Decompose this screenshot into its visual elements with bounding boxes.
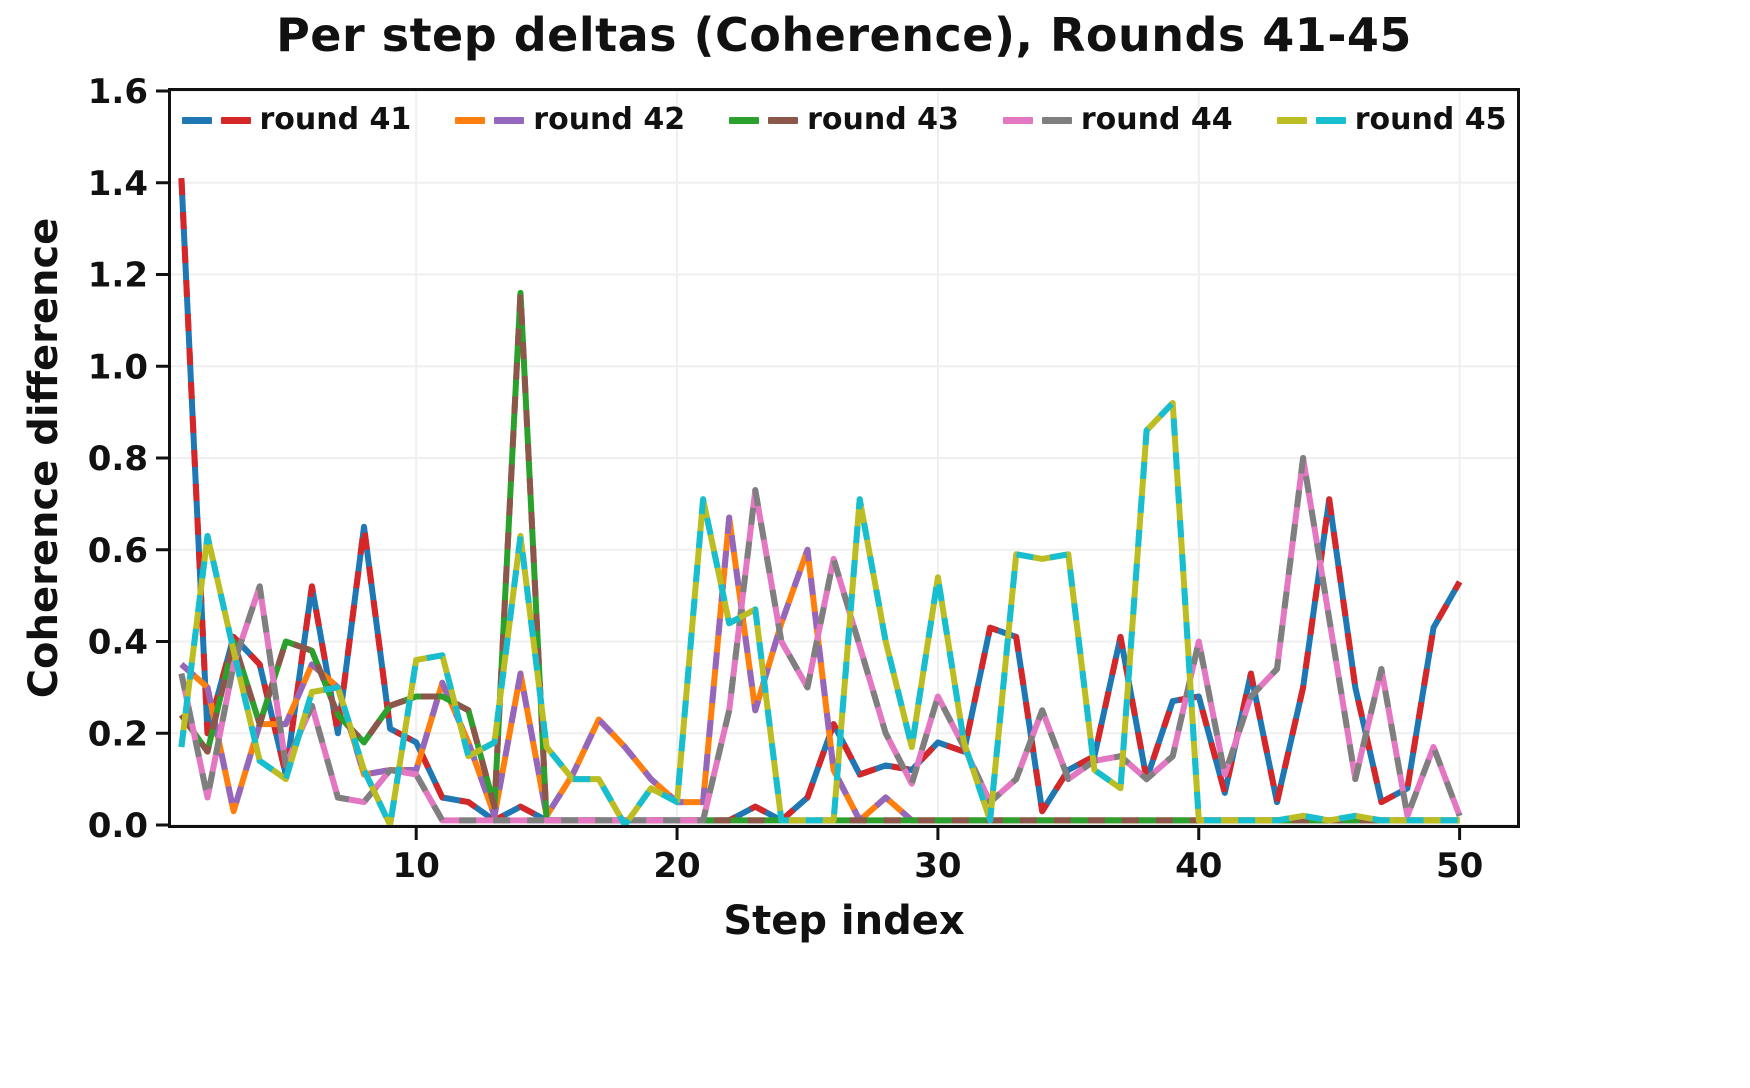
y-axis-label: Coherence difference	[21, 217, 67, 699]
y-tick-label: 1.0	[88, 347, 148, 387]
y-tick-label: 0.2	[88, 714, 148, 754]
x-axis-label: Step index	[723, 898, 965, 944]
x-tick-label: 10	[393, 846, 440, 886]
x-tick-label: 30	[914, 846, 961, 886]
y-tick-label: 0.6	[88, 531, 148, 571]
series-round-41-line	[178, 178, 1463, 824]
chart-canvas	[171, 91, 1517, 825]
chart-title: Per step deltas (Coherence), Rounds 41-4…	[276, 8, 1412, 62]
series-round-44-line	[178, 455, 1463, 824]
y-tick-label: 1.6	[88, 72, 148, 112]
series-round-43-line	[178, 289, 1460, 824]
y-tick-label: 0.0	[88, 806, 148, 846]
y-tick-label: 0.4	[88, 623, 148, 663]
x-tick-label: 20	[653, 846, 700, 886]
y-tick-label: 0.8	[88, 439, 148, 479]
x-tick-label: 50	[1436, 846, 1483, 886]
plot-area: round 41 round 42 round 43 round 44 round 45	[168, 88, 1520, 828]
series-round-45-line	[178, 400, 1460, 825]
y-tick-label: 1.2	[88, 256, 148, 296]
series-round-42-line	[179, 514, 1460, 824]
y-tick-label: 1.4	[88, 164, 148, 204]
x-tick-label: 40	[1175, 846, 1222, 886]
